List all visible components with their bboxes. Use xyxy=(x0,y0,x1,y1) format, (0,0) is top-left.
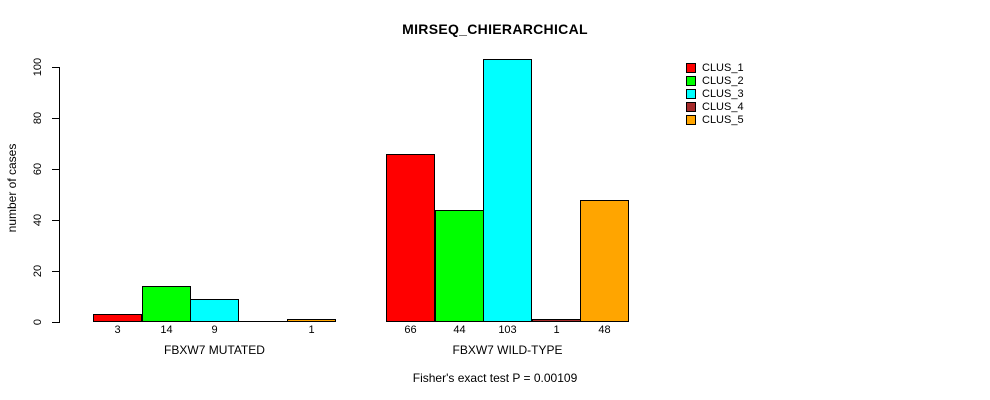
bar-count-label: 3 xyxy=(114,324,121,336)
legend-swatch-CLUS_3 xyxy=(686,89,696,99)
legend-swatch-CLUS_5 xyxy=(686,115,696,125)
y-tick-mark xyxy=(52,322,59,323)
bar-count-label: 66 xyxy=(404,324,417,336)
bar-count-label: 1 xyxy=(308,324,315,336)
legend-swatch-CLUS_2 xyxy=(686,76,696,86)
legend-label: CLUS_5 xyxy=(702,114,744,126)
bar-CLUS_2 xyxy=(435,210,484,322)
y-tick-label: 40 xyxy=(32,213,44,227)
legend-label: CLUS_1 xyxy=(702,62,744,74)
bar-CLUS_4 xyxy=(532,319,581,322)
bar-CLUS_4-zero xyxy=(239,321,288,322)
y-tick-mark xyxy=(52,271,59,272)
y-tick-mark xyxy=(52,67,59,68)
y-axis-line xyxy=(59,67,60,323)
y-tick-label: 60 xyxy=(32,162,44,176)
bar-count-label: 1 xyxy=(553,324,560,336)
y-tick-mark xyxy=(52,169,59,170)
y-tick-label: 0 xyxy=(32,318,44,326)
y-tick-label: 80 xyxy=(32,111,44,125)
bar-CLUS_5 xyxy=(580,200,629,322)
legend-swatch-CLUS_4 xyxy=(686,102,696,112)
legend-label: CLUS_2 xyxy=(702,75,744,87)
bar-count-label: 44 xyxy=(453,324,466,336)
legend-label: CLUS_4 xyxy=(702,101,744,113)
bar-count-label: 103 xyxy=(498,324,517,336)
y-tick-label: 20 xyxy=(32,264,44,278)
group-label: FBXW7 WILD-TYPE xyxy=(452,343,563,357)
bar-CLUS_1 xyxy=(93,314,142,322)
bar-CLUS_3 xyxy=(190,299,239,322)
y-tick-mark xyxy=(52,220,59,221)
bar-CLUS_3 xyxy=(483,59,532,322)
legend-label: CLUS_3 xyxy=(702,88,744,100)
group-label: FBXW7 MUTATED xyxy=(164,343,265,357)
bar-CLUS_1 xyxy=(386,154,435,322)
chart-title: MIRSEQ_CHIERARCHICAL xyxy=(402,21,588,37)
bar-count-label: 48 xyxy=(598,324,611,336)
fisher-test-annotation: Fisher's exact test P = 0.00109 xyxy=(412,371,578,385)
legend-swatch-CLUS_1 xyxy=(686,63,696,73)
bar-count-label: 14 xyxy=(160,324,173,336)
y-tick-mark xyxy=(52,118,59,119)
bar-CLUS_2 xyxy=(142,286,191,322)
y-tick-label: 100 xyxy=(32,57,44,77)
bar-count-label: 9 xyxy=(211,324,218,336)
y-axis-title: number of cases xyxy=(5,143,19,233)
bar-CLUS_5 xyxy=(287,319,336,322)
